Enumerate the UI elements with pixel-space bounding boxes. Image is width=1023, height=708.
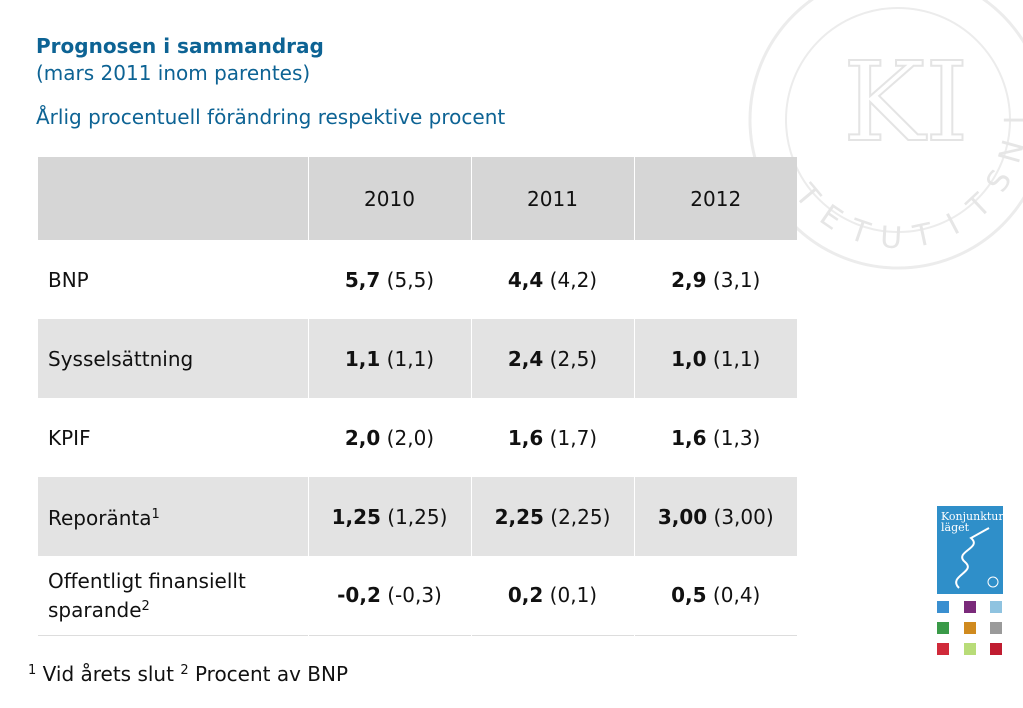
row-label-text: Sysselsättning — [48, 346, 194, 371]
table-row-kpif: KPIF 2,0 (2,0) 1,6 (1,7) 1,6 (1,3) — [38, 398, 797, 477]
table-row-offentligt-sparande: Offentligt finansiellt sparande2 -0,2 (-… — [38, 556, 797, 635]
footnote-number: 2 — [180, 663, 189, 678]
cell-value: 0,5 — [671, 583, 707, 608]
cell-prev: (3,1) — [706, 267, 761, 292]
cell: 1,25 (1,25) — [307, 477, 471, 556]
seal-monogram: KI — [843, 38, 969, 166]
cell: 0,5 (0,4) — [633, 556, 797, 635]
header-2012: 2012 — [633, 157, 797, 240]
row-label-text: KPIF — [48, 425, 91, 450]
cell: 0,2 (0,1) — [470, 556, 634, 635]
cell-value: 2,9 — [671, 267, 707, 292]
footnote-text: Procent av BNP — [188, 662, 349, 686]
cell: 2,4 (2,5) — [470, 319, 634, 398]
cell-value: 2,0 — [344, 425, 381, 450]
cell-value: 0,2 — [507, 583, 544, 608]
seal-letter: U — [879, 220, 903, 256]
thumbnail-icon — [937, 643, 949, 655]
cell-value: 1,0 — [671, 346, 707, 371]
table-row-reporanta: Reporänta1 1,25 (1,25) 2,25 (2,25) 3,00 … — [38, 477, 797, 556]
table-row-sysselsattning: Sysselsättning 1,1 (1,1) 2,4 (2,5) 1,0 (… — [38, 319, 797, 398]
footnote-text: Vid årets slut — [36, 662, 181, 686]
cover-title-line2: läget — [941, 521, 970, 534]
forecast-table: 2010 2011 2012 BNP 5,7 (5,5) 4,4 (4,2) 2… — [38, 157, 797, 636]
cover-swirl-icon — [955, 527, 999, 589]
cell-prev: (2,0) — [380, 425, 435, 450]
heading-block: Prognosen i sammandrag (mars 2011 inom p… — [36, 33, 505, 131]
header-2011: 2011 — [470, 157, 634, 240]
row-label: Offentligt finansiellt sparande2 — [38, 556, 308, 635]
thumbnail-icon — [937, 622, 949, 634]
cell-value: 1,25 — [331, 504, 381, 529]
footnote-number: 1 — [28, 663, 37, 678]
cell-value: 1,6 — [671, 425, 707, 450]
cell-prev: (5,5) — [380, 267, 435, 292]
footnote-marker: 1 — [151, 507, 160, 522]
cell: 3,00 (3,00) — [633, 477, 797, 556]
cell-prev: (2,5) — [543, 346, 598, 371]
cell: 1,6 (1,3) — [633, 398, 797, 477]
thumbnail-icon — [964, 622, 976, 634]
row-label-text: BNP — [48, 267, 89, 292]
cell: -0,2 (-0,3) — [307, 556, 471, 635]
cell-prev: (1,3) — [706, 425, 761, 450]
cell-value: 4,4 — [507, 267, 544, 292]
cover-title: Konjunktur läget — [941, 511, 1004, 533]
cell-prev: (1,7) — [543, 425, 598, 450]
cell-prev: (3,00) — [707, 504, 774, 529]
thumbnail-icon — [937, 601, 949, 613]
cell: 1,1 (1,1) — [307, 319, 471, 398]
konjunkturlaget-cover: Konjunktur läget — [937, 506, 1004, 594]
cell: 2,9 (3,1) — [633, 240, 797, 319]
row-label: KPIF — [38, 398, 308, 477]
footnotes: 1 Vid årets slut 2 Procent av BNP — [28, 662, 348, 686]
cell-prev: (0,1) — [543, 583, 598, 608]
seal-letter: T — [909, 217, 936, 255]
cell: 5,7 (5,5) — [307, 240, 471, 319]
cell-prev: (1,25) — [380, 504, 448, 529]
cell: 2,25 (2,25) — [470, 477, 634, 556]
cell-prev: (2,25) — [543, 504, 611, 529]
table-row-bnp: BNP 5,7 (5,5) 4,4 (4,2) 2,9 (3,1) — [38, 240, 797, 319]
row-label: Reporänta1 — [38, 477, 308, 556]
cell-value: 1,1 — [344, 346, 381, 371]
row-label-text: Reporänta — [48, 506, 152, 530]
header-2010: 2010 — [307, 157, 471, 240]
cell: 1,0 (1,1) — [633, 319, 797, 398]
page-subtitle: (mars 2011 inom parentes) — [36, 61, 311, 85]
cell: 4,4 (4,2) — [470, 240, 634, 319]
thumbnail-icon — [990, 622, 1002, 634]
cell-prev: (1,1) — [380, 346, 435, 371]
row-label: Sysselsättning — [38, 319, 308, 398]
thumbnail-icon — [964, 601, 976, 613]
thumbnail-icon — [990, 601, 1002, 613]
cell-prev: (-0,3) — [380, 583, 442, 608]
thumbnail-icon — [990, 643, 1002, 655]
row-label: BNP — [38, 240, 308, 319]
cell-value: 2,4 — [507, 346, 544, 371]
cell-prev: (4,2) — [543, 267, 598, 292]
cell: 1,6 (1,7) — [470, 398, 634, 477]
table-header-row: 2010 2011 2012 — [38, 157, 797, 240]
page-title: Prognosen i sammandrag — [36, 34, 324, 58]
cell-prev: (1,1) — [706, 346, 761, 371]
cell-value: 5,7 — [344, 267, 381, 292]
cell: 2,0 (2,0) — [307, 398, 471, 477]
cell-value: 2,25 — [494, 504, 544, 529]
cell-value: 1,6 — [507, 425, 544, 450]
thumbnail-icon — [964, 643, 976, 655]
cell-prev: (0,4) — [706, 583, 761, 608]
seal-letter: I — [999, 116, 1023, 125]
cell-value: 3,00 — [657, 504, 708, 529]
header-blank — [38, 157, 308, 240]
cover-title-line1: Konjunktur — [941, 510, 1004, 523]
seal-letter: N — [992, 136, 1023, 167]
seal-letter: T — [844, 212, 874, 252]
seal-letter: T — [960, 187, 999, 226]
footnote-marker: 2 — [141, 598, 150, 614]
unit-description: Årlig procentuell förändring respektive … — [36, 105, 506, 129]
row-label-text: Offentligt finansiellt sparande — [48, 568, 246, 622]
cell-value: -0,2 — [337, 583, 381, 608]
